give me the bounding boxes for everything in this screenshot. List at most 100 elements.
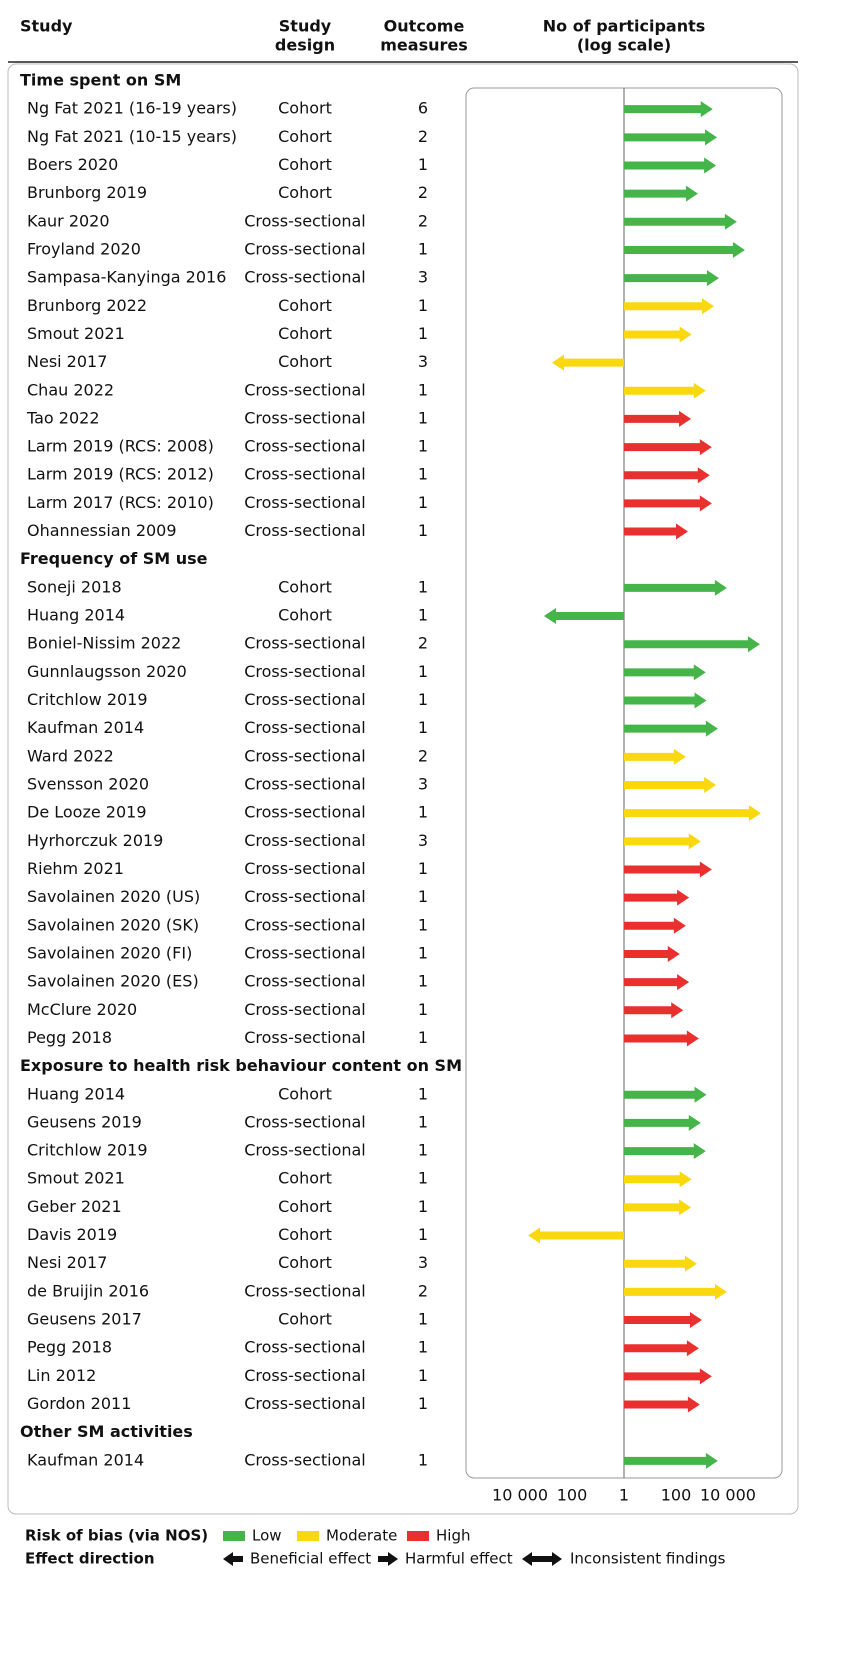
outcome-count: 1	[418, 577, 428, 596]
outcome-count: 1	[418, 1028, 428, 1047]
study-name: Gordon 2011	[27, 1394, 131, 1413]
outcome-count: 1	[418, 1366, 428, 1385]
study-design: Cross-sectional	[244, 718, 366, 737]
effect-arrow	[624, 1452, 718, 1469]
bias-swatch	[297, 1531, 319, 1541]
outcome-count: 1	[418, 1141, 428, 1160]
study-design: Cross-sectional	[244, 1394, 366, 1413]
outcome-count: 2	[418, 634, 428, 653]
study-name: Hyrhorczuk 2019	[27, 831, 163, 850]
outcome-count: 1	[418, 493, 428, 512]
study-name: de Bruijin 2016	[27, 1281, 149, 1300]
study-name: Savolainen 2020 (ES)	[27, 972, 199, 991]
study-design: Cross-sectional	[244, 1281, 366, 1300]
group-label: Frequency of SM use	[20, 549, 208, 568]
study-design: Cross-sectional	[244, 1028, 366, 1047]
header-participants: (log scale)	[577, 36, 671, 55]
effect-arrow	[624, 1199, 692, 1216]
x-tick-label: 100	[661, 1486, 692, 1505]
outcome-count: 1	[418, 380, 428, 399]
study-name: Chau 2022	[27, 380, 114, 399]
study-design: Cross-sectional	[244, 887, 366, 906]
study-name: Savolainen 2020 (FI)	[27, 943, 192, 962]
effect-arrow	[624, 1283, 727, 1300]
study-name: Soneji 2018	[27, 577, 122, 596]
study-design: Cross-sectional	[244, 268, 366, 287]
outcome-count: 1	[418, 408, 428, 427]
outcome-count: 1	[418, 1310, 428, 1329]
outcome-count: 2	[418, 211, 428, 230]
study-design: Cross-sectional	[244, 1366, 366, 1385]
outcome-count: 1	[418, 324, 428, 343]
study-name: Savolainen 2020 (US)	[27, 887, 200, 906]
effect-arrow	[624, 495, 712, 512]
study-design: Cross-sectional	[244, 943, 366, 962]
study-design: Cross-sectional	[244, 972, 366, 991]
study-design: Cross-sectional	[244, 859, 366, 878]
legend-label: Moderate	[326, 1527, 397, 1545]
study-name: Nesi 2017	[27, 1253, 107, 1272]
outcome-count: 1	[418, 1225, 428, 1244]
bias-swatch	[407, 1531, 429, 1541]
effect-arrow	[624, 270, 719, 287]
study-design: Cross-sectional	[244, 634, 366, 653]
study-design: Cross-sectional	[244, 803, 366, 822]
study-name: McClure 2020	[27, 1000, 137, 1019]
study-design: Cross-sectional	[244, 746, 366, 765]
outcome-count: 1	[418, 465, 428, 484]
effect-arrow	[624, 917, 686, 934]
study-name: Savolainen 2020 (SK)	[27, 915, 199, 934]
study-name: Larm 2017 (RCS: 2010)	[27, 493, 214, 512]
study-name: Huang 2014	[27, 606, 125, 625]
study-name: Gunnlaugsson 2020	[27, 662, 187, 681]
direction-legend-title: Effect direction	[25, 1550, 155, 1568]
outcome-count: 3	[418, 268, 428, 287]
legend-label: High	[436, 1527, 470, 1545]
group-label: Exposure to health risk behaviour conten…	[20, 1056, 462, 1075]
study-design: Cross-sectional	[244, 662, 366, 681]
study-name: Larm 2019 (RCS: 2012)	[27, 465, 214, 484]
outcome-count: 1	[418, 1338, 428, 1357]
study-design: Cross-sectional	[244, 521, 366, 540]
table-frame	[7, 63, 799, 1515]
effect-arrow	[624, 1002, 684, 1019]
outcome-count: 1	[418, 690, 428, 709]
bias-legend-title: Risk of bias (via NOS)	[25, 1527, 208, 1545]
study-design: Cohort	[278, 183, 332, 202]
outcome-count: 1	[418, 718, 428, 737]
outcome-count: 1	[418, 1169, 428, 1188]
outcome-count: 6	[418, 99, 428, 118]
effect-arrow	[624, 1312, 702, 1329]
legend-label: Harmful effect	[405, 1550, 513, 1568]
study-design: Cohort	[278, 127, 332, 146]
header-participants: No of participants	[543, 17, 706, 36]
outcome-count: 1	[418, 1450, 428, 1469]
study-design: Cross-sectional	[244, 775, 366, 794]
effect-arrow	[624, 1396, 700, 1413]
study-name: Smout 2021	[27, 1169, 125, 1188]
effect-arrow	[624, 974, 690, 991]
outcome-count: 2	[418, 746, 428, 765]
outcome-count: 1	[418, 662, 428, 681]
study-design: Cohort	[278, 1310, 332, 1329]
group-label: Time spent on SM	[20, 71, 181, 90]
effect-arrow	[624, 636, 760, 653]
outcome-count: 1	[418, 1197, 428, 1216]
study-design: Cohort	[278, 577, 332, 596]
effect-arrow	[624, 326, 692, 343]
outcome-count: 1	[418, 606, 428, 625]
effect-arrow	[624, 861, 712, 878]
study-design: Cross-sectional	[244, 1141, 366, 1160]
outcome-count: 2	[418, 127, 428, 146]
study-name: Boers 2020	[27, 155, 118, 174]
effect-arrow	[624, 833, 701, 850]
effect-arrow	[624, 382, 706, 399]
study-name: Geusens 2017	[27, 1310, 142, 1329]
outcome-count: 1	[418, 915, 428, 934]
study-design: Cross-sectional	[244, 690, 366, 709]
study-design: Cohort	[278, 1169, 332, 1188]
study-name: De Looze 2019	[27, 803, 147, 822]
study-name: Kaufman 2014	[27, 1450, 144, 1469]
study-name: Nesi 2017	[27, 352, 107, 371]
